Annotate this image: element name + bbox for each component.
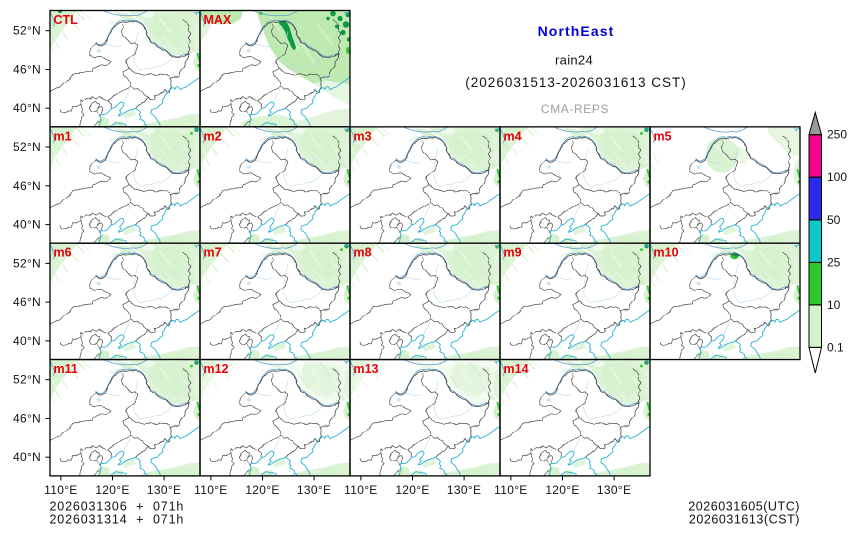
svg-text:130°E: 130°E xyxy=(147,483,181,497)
svg-text:40°N: 40°N xyxy=(13,218,41,232)
svg-text:MAX: MAX xyxy=(204,13,232,27)
svg-text:m3: m3 xyxy=(354,129,372,143)
svg-text:0.1: 0.1 xyxy=(827,340,844,354)
svg-text:m1: m1 xyxy=(54,129,72,143)
svg-text:110°E: 110°E xyxy=(494,483,527,497)
svg-text:m2: m2 xyxy=(204,129,222,143)
svg-text:46°N: 46°N xyxy=(13,63,41,77)
svg-text:m10: m10 xyxy=(654,246,679,260)
svg-text:52°N: 52°N xyxy=(13,256,41,270)
svg-text:CMA-REPS: CMA-REPS xyxy=(541,102,609,116)
svg-text:100: 100 xyxy=(827,170,847,184)
svg-text:52°N: 52°N xyxy=(13,373,41,387)
svg-text:46°N: 46°N xyxy=(13,295,41,309)
svg-text:m11: m11 xyxy=(54,362,78,376)
svg-text:2026031605(UTC): 2026031605(UTC) xyxy=(688,500,800,514)
svg-text:m9: m9 xyxy=(504,246,522,260)
svg-text:130°E: 130°E xyxy=(297,483,331,497)
svg-text:2026031613(CST): 2026031613(CST) xyxy=(689,513,800,527)
svg-text:2026031314 + 071h: 2026031314 + 071h xyxy=(50,513,185,527)
svg-text:130°E: 130°E xyxy=(597,483,631,497)
svg-text:rain24: rain24 xyxy=(555,53,593,68)
svg-text:m4: m4 xyxy=(504,129,522,143)
svg-text:120°E: 120°E xyxy=(245,483,279,497)
svg-text:NorthEast: NorthEast xyxy=(538,23,615,39)
svg-text:130°E: 130°E xyxy=(447,483,481,497)
svg-text:110°E: 110°E xyxy=(194,483,227,497)
svg-text:m8: m8 xyxy=(354,246,372,260)
svg-text:CTL: CTL xyxy=(54,13,79,27)
svg-text:52°N: 52°N xyxy=(13,140,41,154)
svg-text:52°N: 52°N xyxy=(13,24,41,38)
svg-text:40°N: 40°N xyxy=(13,334,41,348)
svg-text:25: 25 xyxy=(827,255,841,269)
svg-text:(2026031513-2026031613 CST): (2026031513-2026031613 CST) xyxy=(465,75,686,90)
svg-text:120°E: 120°E xyxy=(545,483,579,497)
svg-text:m5: m5 xyxy=(654,129,672,143)
svg-text:40°N: 40°N xyxy=(13,101,41,115)
svg-text:2026031306 + 071h: 2026031306 + 071h xyxy=(50,500,185,514)
svg-text:m14: m14 xyxy=(504,362,529,376)
svg-text:110°E: 110°E xyxy=(44,483,77,497)
svg-text:46°N: 46°N xyxy=(13,412,41,426)
svg-text:46°N: 46°N xyxy=(13,179,41,193)
svg-text:m7: m7 xyxy=(204,246,222,260)
svg-text:120°E: 120°E xyxy=(95,483,129,497)
svg-text:250: 250 xyxy=(827,128,847,142)
svg-text:m6: m6 xyxy=(54,246,72,260)
svg-text:50: 50 xyxy=(827,213,841,227)
svg-text:110°E: 110°E xyxy=(344,483,377,497)
svg-text:40°N: 40°N xyxy=(13,450,41,464)
svg-text:m13: m13 xyxy=(354,362,379,376)
svg-text:120°E: 120°E xyxy=(395,483,429,497)
svg-text:10: 10 xyxy=(827,298,841,312)
svg-text:m12: m12 xyxy=(204,362,229,376)
